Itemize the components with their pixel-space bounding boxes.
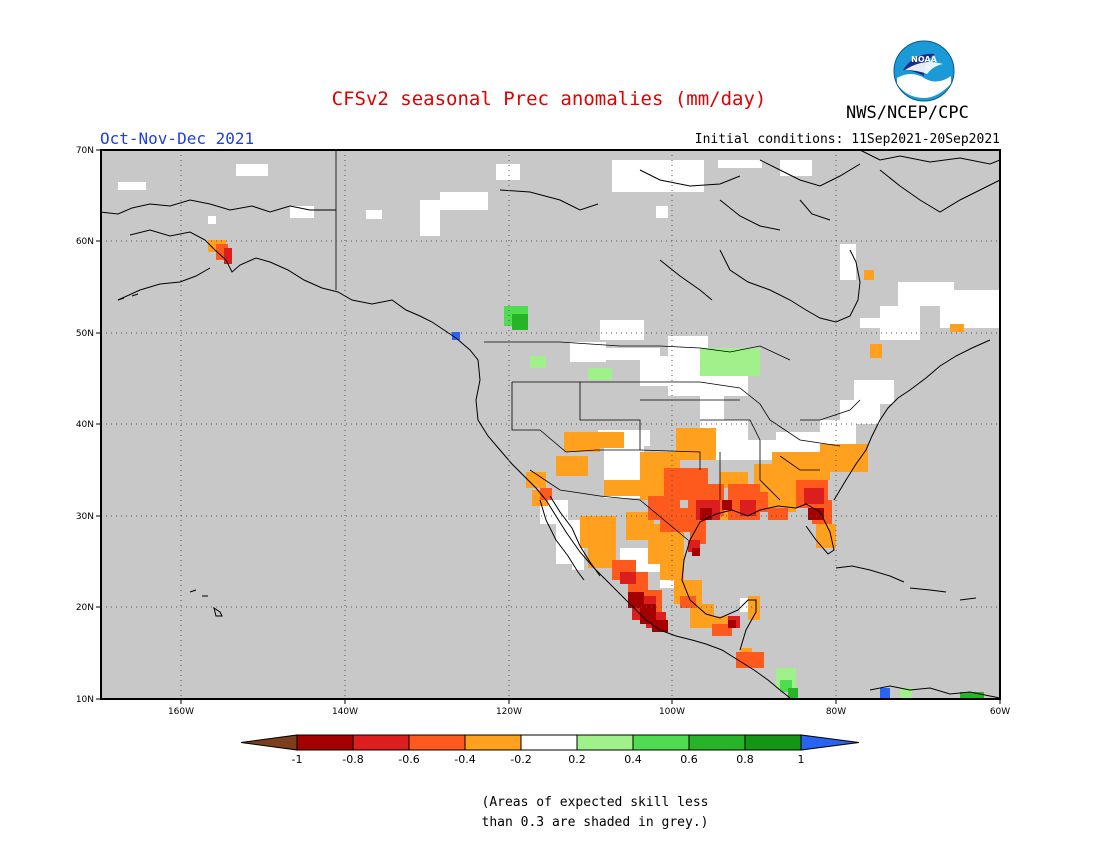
lon-label: 80W [826,707,846,717]
svg-text:NOAA: NOAA [911,55,937,64]
colorbar-tick-label: 0.6 [680,753,698,766]
map-title: CFSv2 seasonal Prec anomalies (mm/day) [331,88,767,110]
lat-label: 20N [76,603,94,613]
skill-note: (Areas of expected skill less than 0.3 a… [0,793,1100,833]
colorbar-segment [352,734,410,751]
dry-extreme-areas [628,500,824,632]
anomaly-regions [118,160,1000,698]
colorbar-segment [632,734,690,751]
colorbar-segment [408,734,466,751]
colorbar-segment [520,734,578,751]
agency-label: NWS/NCEP/CPC [846,103,969,123]
lon-label: 120W [496,707,522,717]
noaa-logo-icon: NOAA [893,40,955,102]
skill-note-line: than 0.3 are shaded in grey.) [481,815,709,830]
wet-slight-areas [530,348,912,698]
colorbar-segment [296,734,354,751]
lon-label: 160W [168,707,194,717]
lon-label: 60W [990,707,1010,717]
colorbar-segment [576,734,634,751]
lat-label: 60N [76,237,94,247]
lon-label: 100W [659,707,685,717]
colorbar-tick-label: -0.6 [398,753,419,766]
colorbar-tick-label: 1 [798,753,805,766]
dry-slight-areas [208,240,964,656]
colorbar: -1 -0.8 -0.6 -0.4 -0.2 0.2 0.4 0.6 0.8 1 [240,734,860,766]
initial-conditions: Initial conditions: 11Sep2021-20Sep2021 [694,132,1000,147]
skill-note-line: (Areas of expected skill less [481,795,709,810]
lat-label: 40N [76,420,94,430]
lat-label: 70N [76,146,94,156]
wet-strong-areas [512,314,984,698]
tick-marks [96,149,1001,704]
lat-label: 10N [76,695,94,705]
colorbar-right-arrow [800,734,860,751]
colorbar-tick-label: 0.2 [568,753,586,766]
lat-label: 30N [76,512,94,522]
forecast-period: Oct-Nov-Dec 2021 [100,129,255,148]
colorbar-segment [464,734,522,751]
colorbar-segment [688,734,746,751]
wet-extreme-areas [452,332,890,698]
map-background [101,150,1000,699]
colorbar-tick-label: -1 [292,753,303,766]
colorbar-tick-label: -0.2 [510,753,531,766]
colorbar-tick-label: -0.8 [342,753,363,766]
colorbar-left-arrow [240,734,298,751]
colorbar-segment [744,734,802,751]
colorbar-tick-label: 0.8 [736,753,754,766]
political-borders [335,150,861,541]
lat-label: 50N [76,329,94,339]
lon-label: 140W [332,707,358,717]
near-normal-areas [118,160,1000,612]
coastlines [99,149,1001,699]
colorbar-tick-label: 0.4 [624,753,642,766]
colorbar-tick-label: -0.4 [454,753,475,766]
